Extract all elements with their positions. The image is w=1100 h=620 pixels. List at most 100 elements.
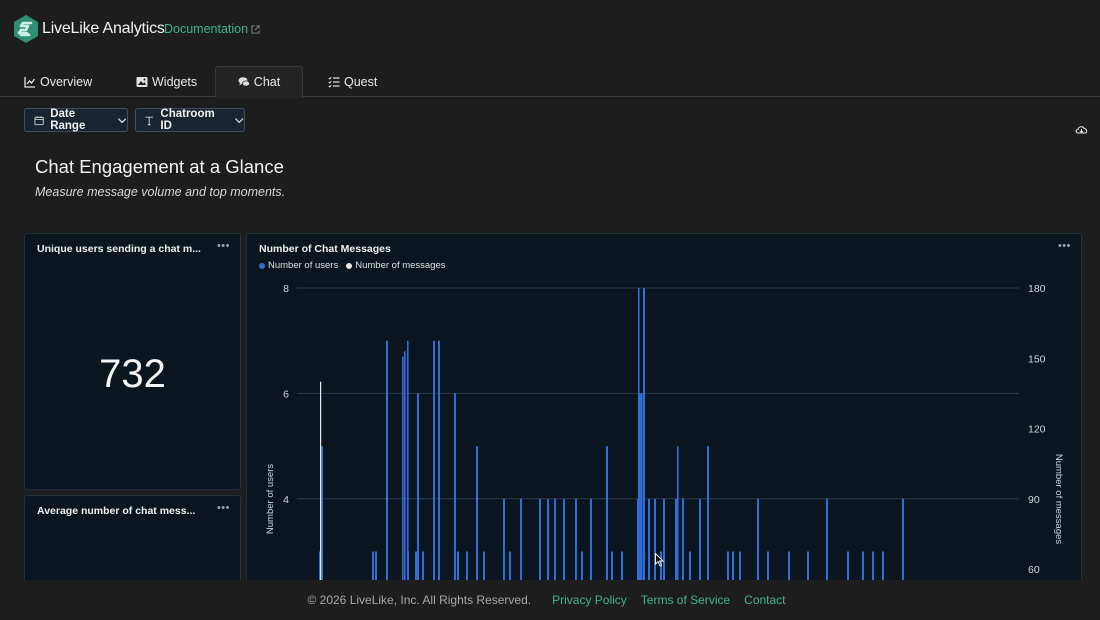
chatroom-id-filter[interactable]: Chatroom ID xyxy=(135,108,245,132)
bar-users xyxy=(643,393,645,604)
bar-users xyxy=(407,340,409,604)
chevron-down-icon xyxy=(234,117,244,123)
bar-users xyxy=(606,446,608,604)
tab-widgets[interactable]: Widgets xyxy=(136,66,197,97)
chart-legend: Number of users Number of messages xyxy=(259,260,454,271)
chatroom-id-label: Chatroom ID xyxy=(160,108,215,132)
page-subtitle: Measure message volume and top moments. xyxy=(35,185,286,199)
y2-tick-label: 90 xyxy=(1028,494,1040,506)
bar-users xyxy=(438,340,440,604)
bar-users xyxy=(520,498,522,604)
bar-users xyxy=(732,551,734,604)
legend-label-users: Number of users xyxy=(268,260,339,271)
legend-dot-messages xyxy=(346,262,353,269)
y2-tick-label: 120 xyxy=(1028,424,1046,436)
bar-users xyxy=(554,498,556,604)
cloud-download-icon[interactable] xyxy=(1075,124,1088,135)
bar-users xyxy=(648,498,650,604)
date-range-label: Date Range xyxy=(50,108,86,132)
unique-users-card: Unique users sending a chat m... ••• 732 xyxy=(24,233,241,490)
bar-users xyxy=(621,551,623,604)
bar-users xyxy=(788,551,790,604)
card-menu-icon[interactable]: ••• xyxy=(216,502,230,514)
bar-users xyxy=(872,551,874,604)
documentation-link[interactable]: Documentation xyxy=(164,22,260,36)
bar-users xyxy=(454,393,456,604)
line-chart-icon xyxy=(24,76,36,88)
logo[interactable]: LiveLike Analytics xyxy=(12,14,165,44)
chat-messages-chart-card: Number of Chat Messages ••• Number of us… xyxy=(246,233,1082,605)
y-tick-label: 8 xyxy=(283,283,289,295)
unique-users-card-title: Unique users sending a chat m... xyxy=(37,243,201,255)
privacy-policy-link[interactable]: Privacy Policy xyxy=(552,593,627,607)
legend-label-messages: Number of messages xyxy=(355,260,446,271)
bar-users xyxy=(707,446,709,604)
y-axis-title: Number of users xyxy=(265,464,276,534)
mouse-cursor-icon xyxy=(655,553,664,567)
calendar-icon xyxy=(34,115,44,125)
terms-of-service-link[interactable]: Terms of Service xyxy=(640,593,731,607)
bar-users xyxy=(575,498,577,604)
bar-users xyxy=(483,551,485,604)
tab-chat-label: Chat xyxy=(253,75,281,89)
bar-users xyxy=(547,498,549,604)
bar-users xyxy=(654,498,656,604)
bar-users xyxy=(404,351,406,604)
tab-quest[interactable]: Quest xyxy=(328,66,377,97)
bar-users xyxy=(699,498,701,604)
footer-copyright: © 2026 LiveLike, Inc. All Rights Reserve… xyxy=(307,593,532,607)
bar-users xyxy=(466,551,468,604)
y2-tick-label: 150 xyxy=(1028,353,1046,365)
date-range-filter[interactable]: Date Range xyxy=(24,108,128,132)
bar-users xyxy=(422,551,424,604)
bar-users xyxy=(321,446,323,604)
bar-users xyxy=(509,551,511,604)
tab-overview-label: Overview xyxy=(40,74,93,89)
card-menu-icon[interactable]: ••• xyxy=(216,240,230,252)
bar-users xyxy=(457,551,459,604)
tab-chat[interactable]: Chat xyxy=(215,66,303,98)
legend-item-messages[interactable]: Number of messages xyxy=(346,260,446,271)
image-icon xyxy=(136,76,148,87)
card-menu-icon[interactable]: ••• xyxy=(1057,240,1071,252)
text-type-icon xyxy=(145,116,153,125)
bar-users xyxy=(675,498,677,604)
tab-bar: Overview Widgets Chat Quest xyxy=(0,66,1100,98)
tab-widgets-label: Widgets xyxy=(152,74,198,89)
bar-users xyxy=(402,356,404,604)
bar-users xyxy=(757,498,759,604)
bar-users xyxy=(862,551,864,604)
checklist-icon xyxy=(328,76,340,88)
bar-users xyxy=(767,551,769,604)
bar-users xyxy=(375,551,377,604)
bar-users xyxy=(660,551,662,604)
average-messages-card-title: Average number of chat mess... xyxy=(37,505,196,517)
footer: © 2026 LiveLike, Inc. All Rights Reserve… xyxy=(0,580,1100,620)
chart-title: Number of Chat Messages xyxy=(259,243,391,255)
chat-bubbles-icon xyxy=(238,77,250,87)
bar-users xyxy=(739,551,741,604)
bar-users xyxy=(539,498,541,604)
documentation-link-label: Documentation xyxy=(164,22,249,36)
bar-users xyxy=(590,498,592,604)
y-tick-label: 4 xyxy=(283,494,289,506)
contact-link[interactable]: Contact xyxy=(744,593,786,607)
chevron-down-icon xyxy=(117,117,127,123)
tab-overview[interactable]: Overview xyxy=(24,66,92,97)
bar-users xyxy=(882,551,884,604)
y2-tick-label: 180 xyxy=(1028,283,1046,295)
bar-messages xyxy=(320,381,322,604)
unique-users-value: 732 xyxy=(99,352,166,396)
bar-users xyxy=(689,551,691,604)
y2-tick-label: 60 xyxy=(1028,564,1040,576)
app-header: LiveLike Analytics Documentation xyxy=(0,0,1100,62)
bar-users xyxy=(663,498,665,604)
brand-name: LiveLike Analytics xyxy=(42,20,165,37)
bar-users xyxy=(563,498,565,604)
legend-item-users[interactable]: Number of users xyxy=(259,260,338,271)
external-link-icon xyxy=(251,24,260,34)
bar-users xyxy=(682,498,684,604)
bar-users xyxy=(581,551,583,604)
legend-dot-users xyxy=(259,262,265,269)
